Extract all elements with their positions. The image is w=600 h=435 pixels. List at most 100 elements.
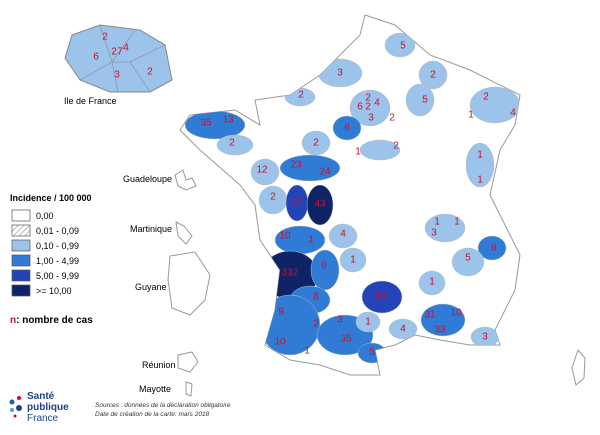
region-label: Ile de France	[64, 96, 117, 106]
legend-title: Incidence / 100 000	[10, 193, 92, 203]
case-count: 35	[340, 334, 352, 345]
case-count: 5	[465, 253, 471, 264]
case-count: 3	[114, 70, 120, 81]
case-count: 1	[304, 346, 310, 357]
case-count: 1	[468, 110, 474, 121]
case-count: 2	[430, 70, 436, 81]
case-count: 1	[477, 150, 483, 161]
case-count: 4	[510, 108, 516, 119]
case-count: 2	[313, 138, 319, 149]
region-label: Guadeloupe	[123, 174, 172, 184]
case-count: 5	[422, 95, 428, 106]
count-key-n: n	[10, 315, 16, 326]
case-count: 2	[147, 67, 153, 78]
logo-text: Santé	[27, 391, 55, 402]
case-count: 10	[450, 308, 462, 319]
case-count: 10	[274, 337, 286, 348]
legend-swatch	[11, 224, 31, 237]
case-count: 12	[256, 165, 268, 176]
region-label: Mayotte	[139, 384, 171, 394]
region-label: Réunion	[142, 360, 176, 370]
legend-label: 0,00	[36, 211, 54, 221]
case-count: 2	[270, 192, 276, 203]
legend-label: >= 10,00	[36, 286, 72, 296]
logo	[9, 396, 22, 418]
case-count: 3	[337, 68, 343, 79]
sources: Sources : données de la déclaration obli…	[95, 402, 231, 409]
case-count: 2	[102, 32, 108, 43]
martinique-shape	[175, 221, 193, 245]
case-count: 23	[290, 160, 302, 171]
case-count: 3	[337, 315, 343, 326]
legend-label: 5,00 - 9,99	[36, 271, 79, 281]
case-count: 6	[357, 102, 363, 113]
creation-date: Date de création de la carte: mars 2018	[95, 411, 210, 418]
case-count: 2	[393, 141, 399, 152]
case-count: 31	[424, 310, 436, 321]
case-count: 1	[434, 217, 440, 228]
case-count: 2	[313, 319, 319, 330]
idf-inset	[64, 24, 173, 93]
case-count: 24	[319, 167, 331, 178]
case-count: 9	[278, 307, 284, 318]
guyane-shape	[167, 251, 211, 316]
case-count: 1	[429, 277, 435, 288]
case-count: 2	[298, 90, 304, 101]
reunion-shape	[177, 351, 199, 373]
case-count: 10	[279, 231, 291, 242]
legend: 0,00 0,01 - 0,09 0,10 - 0,99 1,00 - 4,99 5,0…	[11, 209, 79, 297]
case-count: 5	[400, 41, 406, 52]
case-count: 3	[431, 228, 437, 239]
case-count: 2	[365, 93, 371, 104]
case-count: 4	[374, 98, 380, 109]
case-count: 332	[282, 268, 299, 279]
count-key-text: : nombre de cas	[16, 315, 93, 326]
case-count: 5	[369, 347, 375, 358]
case-count: 27	[290, 198, 302, 209]
legend-swatch	[11, 269, 31, 282]
guadeloupe-shape	[174, 169, 197, 191]
case-count: 3	[482, 332, 488, 343]
mayotte-shape	[185, 381, 193, 397]
case-count: 2	[111, 47, 117, 58]
legend-swatch	[11, 254, 31, 267]
case-count: 4	[400, 324, 406, 335]
legend-label: 0,10 - 0,99	[36, 241, 79, 251]
legend-swatch	[11, 284, 31, 297]
logo-text: publique	[27, 402, 69, 413]
legend-swatch	[11, 209, 31, 222]
case-count: 1	[365, 317, 371, 328]
legend-swatch	[11, 239, 31, 252]
corsica	[571, 349, 586, 386]
case-count: 35	[200, 118, 212, 129]
case-count: 2	[229, 138, 235, 149]
logo-text: France	[27, 413, 59, 424]
case-count: 7	[117, 47, 123, 58]
case-count: 2	[365, 102, 371, 113]
case-count: 8	[491, 243, 497, 254]
case-count: 1	[355, 147, 361, 158]
case-count: 13	[222, 115, 234, 126]
legend-label: 1,00 - 4,99	[36, 256, 79, 266]
case-count: 1	[350, 255, 356, 266]
case-count: 4	[340, 229, 346, 240]
case-count: 1	[477, 175, 483, 186]
case-count: 9	[321, 261, 327, 272]
case-count: 1	[454, 217, 460, 228]
region-label: Guyane	[135, 282, 167, 292]
departments	[184, 32, 520, 364]
case-count: 43	[314, 199, 326, 210]
case-count: 33	[434, 325, 446, 336]
case-count: 6	[93, 52, 99, 63]
case-count: 4	[123, 43, 129, 54]
case-count: 8	[313, 292, 319, 303]
case-count: 1	[308, 235, 314, 246]
case-count: 20	[374, 291, 386, 302]
case-count: 2	[389, 113, 395, 124]
case-count: 6	[344, 123, 350, 134]
case-count: 3	[368, 113, 374, 124]
count-key: n: nombre de cas	[10, 315, 93, 326]
region-label: Martinique	[130, 224, 172, 234]
